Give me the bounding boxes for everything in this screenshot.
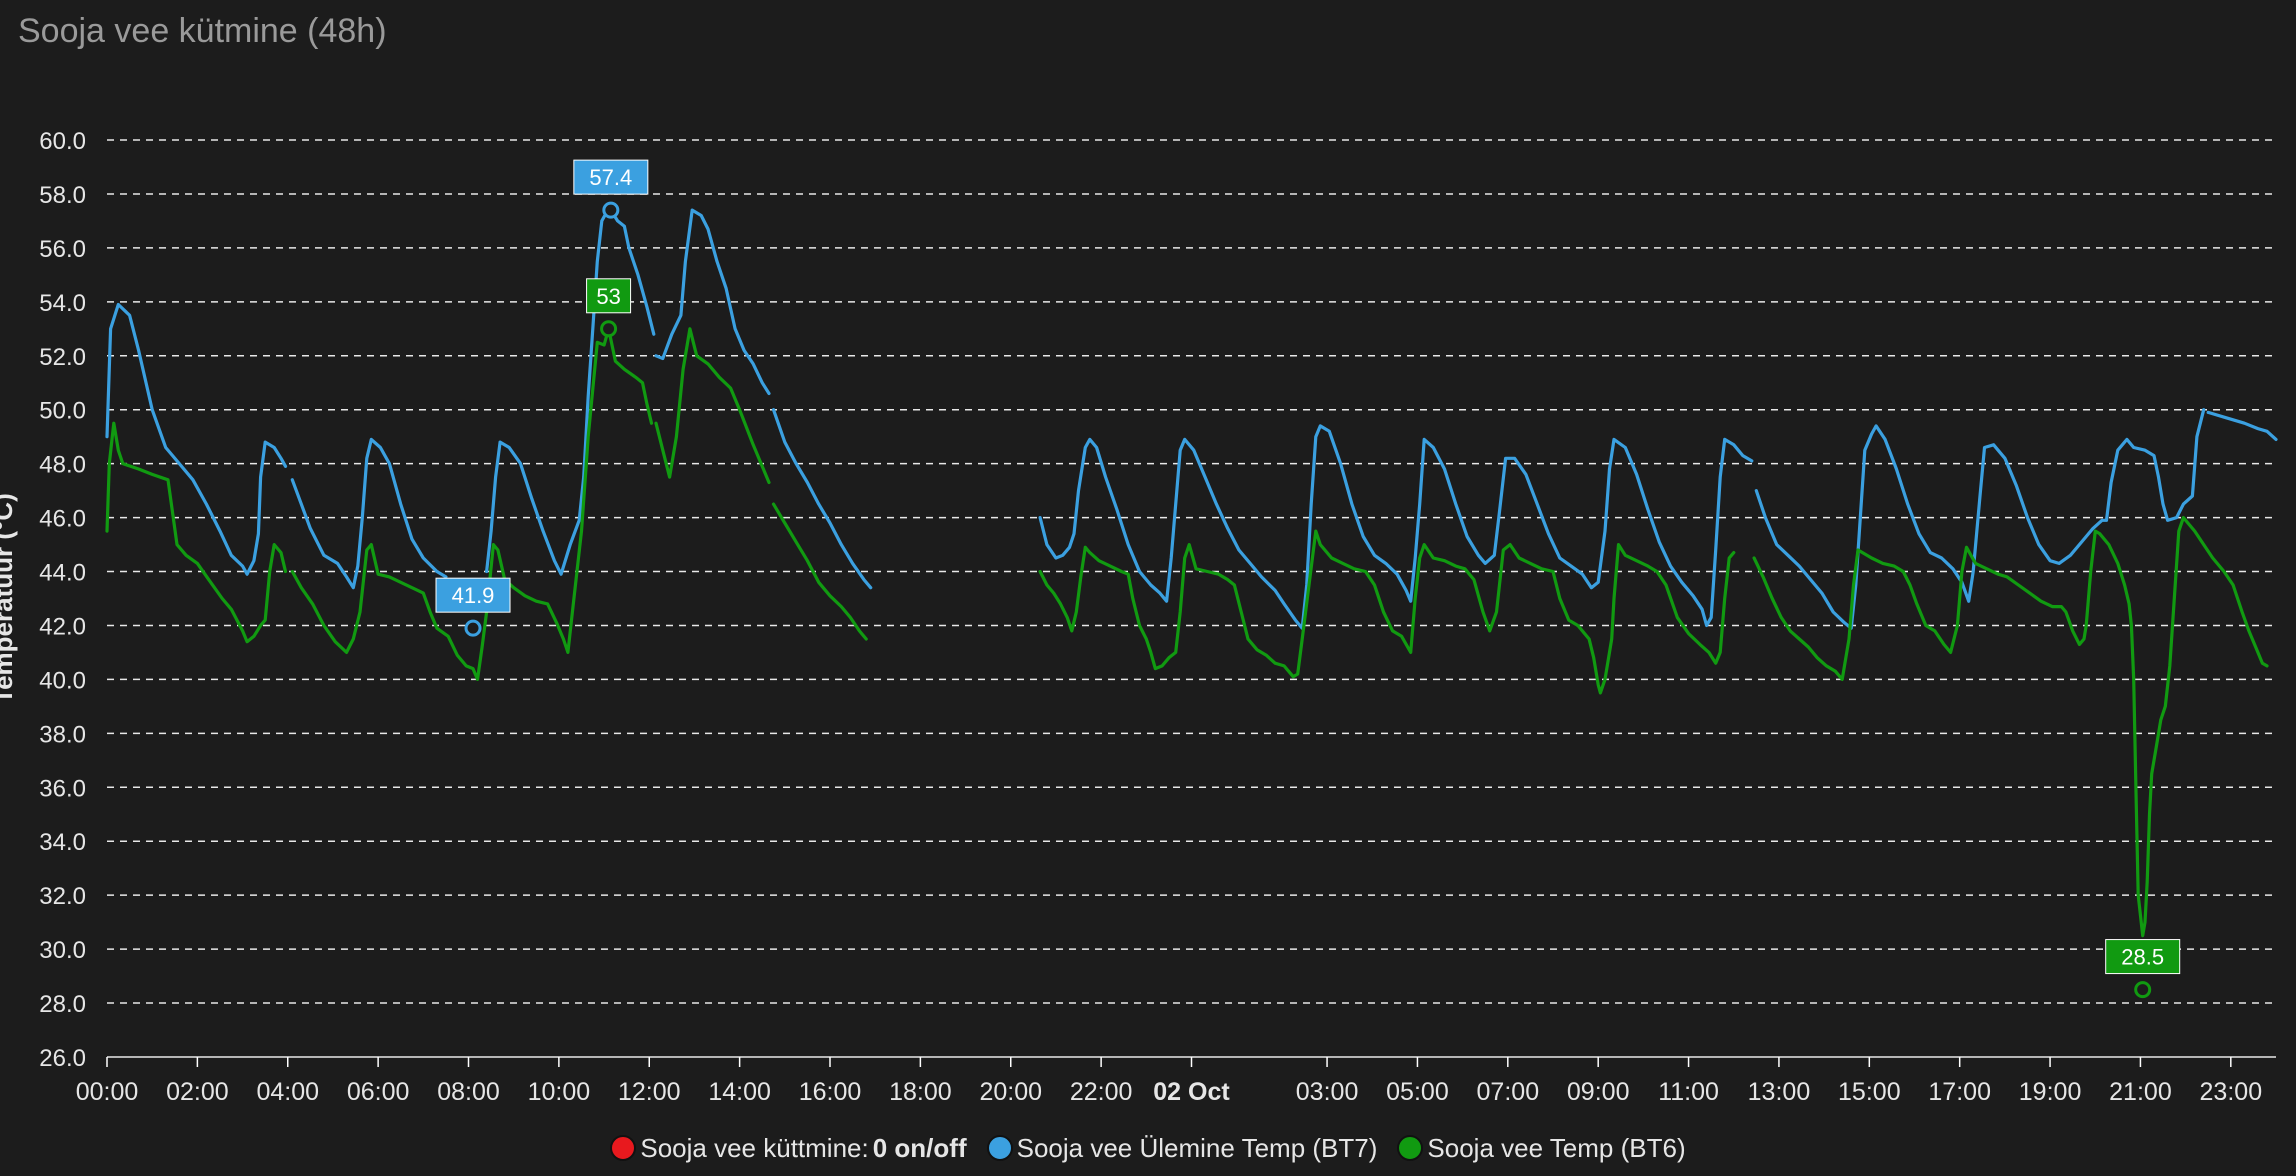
- x-tick-label: 08:00: [437, 1078, 500, 1106]
- series-line-bt6: [105, 421, 288, 644]
- marker-label-box: [435, 577, 511, 613]
- y-tick-label: 60.0: [39, 128, 86, 155]
- y-tick-label: 58.0: [39, 182, 86, 209]
- marker-max: [602, 201, 620, 219]
- marker-label: 57.4: [589, 165, 632, 190]
- y-tick-label: 56.0: [39, 236, 86, 263]
- y-tick-label: 28.0: [39, 991, 86, 1018]
- card-title: Sooja vee kütmine (48h): [18, 12, 387, 50]
- red-dot-icon: [610, 1135, 637, 1161]
- x-tick-label: 21:00: [2109, 1078, 2172, 1106]
- x-tick-label: 02 Oct: [1153, 1078, 1230, 1106]
- y-tick-label: 42.0: [39, 613, 86, 640]
- x-tick-label: 06:00: [347, 1078, 410, 1106]
- marker-label-box: [573, 159, 649, 195]
- x-tick-label: 19:00: [2019, 1078, 2082, 1106]
- legend-label-bt7: Sooja vee Ülemine Temp (BT7): [1016, 1132, 1378, 1163]
- x-tick-label: 03:00: [1296, 1078, 1359, 1106]
- y-tick-label: 52.0: [39, 344, 86, 371]
- x-tick-label: 16:00: [799, 1078, 862, 1106]
- marker-label: 53: [596, 284, 620, 309]
- marker-label: 41.9: [452, 583, 495, 608]
- y-tick-label: 46.0: [39, 506, 86, 533]
- marker-max: [600, 320, 618, 338]
- y-tick-label: 48.0: [39, 452, 86, 479]
- y-tick-label: 54.0: [39, 290, 86, 317]
- chart-legend: Sooja vee küttmine: 0 on/off Sooja vee Ü…: [0, 1128, 2296, 1168]
- series-line-bt7: [290, 437, 448, 590]
- x-tick-label: 22:00: [1070, 1078, 1133, 1106]
- series-line-bt6: [1038, 529, 1736, 695]
- series-line-bt7: [1754, 408, 2206, 630]
- y-tick-label: 32.0: [39, 883, 86, 910]
- x-tick-label: 18:00: [889, 1078, 952, 1106]
- series-line-bt7: [771, 408, 873, 590]
- legend-label-heating: Sooja vee küttmine:: [640, 1132, 869, 1163]
- legend-item-heating[interactable]: Sooja vee küttmine: 0 on/off: [610, 1132, 967, 1164]
- y-tick-label: 50.0: [39, 398, 86, 425]
- series-line-bt6: [654, 327, 771, 485]
- x-tick-label: 05:00: [1386, 1078, 1449, 1106]
- y-tick-label: 40.0: [39, 667, 86, 694]
- y-tick-label: 34.0: [39, 829, 86, 856]
- green-dot-icon: [1397, 1135, 1424, 1161]
- line-chart[interactable]: 60.0 58.0 56.0 54.0 52.0 50.0 48.0 46.0 44.0 42.0…: [0, 0, 2296, 1120]
- x-tick-label: 17:00: [1928, 1078, 1991, 1106]
- x-tick-label: 13:00: [1748, 1078, 1811, 1106]
- x-tick-label: 20:00: [979, 1078, 1042, 1106]
- series-line-bt7: [654, 208, 771, 396]
- y-axis-label: Temperatuur (°C): [0, 493, 18, 704]
- marker-min: [2134, 981, 2152, 999]
- series-line-bt6: [1752, 516, 2269, 938]
- y-tick-label: 44.0: [39, 560, 86, 587]
- legend-state-heating: 0 on/off: [872, 1132, 967, 1163]
- legend-item-bt6[interactable]: Sooja vee Temp (BT6): [1397, 1132, 1686, 1164]
- series-line-bt6: [290, 327, 654, 681]
- series-line-bt7: [485, 208, 656, 576]
- y-tick-label: 30.0: [39, 937, 86, 964]
- series-line-bt7: [105, 302, 288, 576]
- legend-label-bt6: Sooja vee Temp (BT6): [1427, 1132, 1686, 1163]
- x-tick-label: 04:00: [256, 1078, 319, 1106]
- x-tick-label: 00:00: [76, 1078, 139, 1106]
- blue-dot-icon: [986, 1135, 1013, 1161]
- x-tick-label: 11:00: [1658, 1078, 1719, 1106]
- x-tick-label: 15:00: [1838, 1078, 1901, 1106]
- y-tick-label: 36.0: [39, 775, 86, 802]
- series-line-bt7: [1038, 424, 1754, 630]
- x-tick-label: 09:00: [1567, 1078, 1630, 1106]
- x-tick-label: 10:00: [528, 1078, 591, 1106]
- y-tick-label: 38.0: [39, 721, 86, 748]
- legend-item-bt7[interactable]: Sooja vee Ülemine Temp (BT7): [986, 1132, 1378, 1164]
- series-line-bt6: [771, 502, 868, 641]
- x-tick-label: 23:00: [2200, 1078, 2263, 1106]
- y-tick-label: 26.0: [39, 1045, 86, 1072]
- marker-label-box: [586, 278, 632, 314]
- marker-label-box: [2105, 939, 2181, 975]
- series-line-bt7: [2206, 410, 2278, 441]
- marker-label: 28.5: [2121, 945, 2164, 970]
- x-tick-label: 12:00: [618, 1078, 681, 1106]
- marker-min: [464, 619, 482, 637]
- x-tick-label: 07:00: [1477, 1078, 1540, 1106]
- x-tick-label: 14:00: [708, 1078, 771, 1106]
- x-tick-label: 02:00: [166, 1078, 229, 1106]
